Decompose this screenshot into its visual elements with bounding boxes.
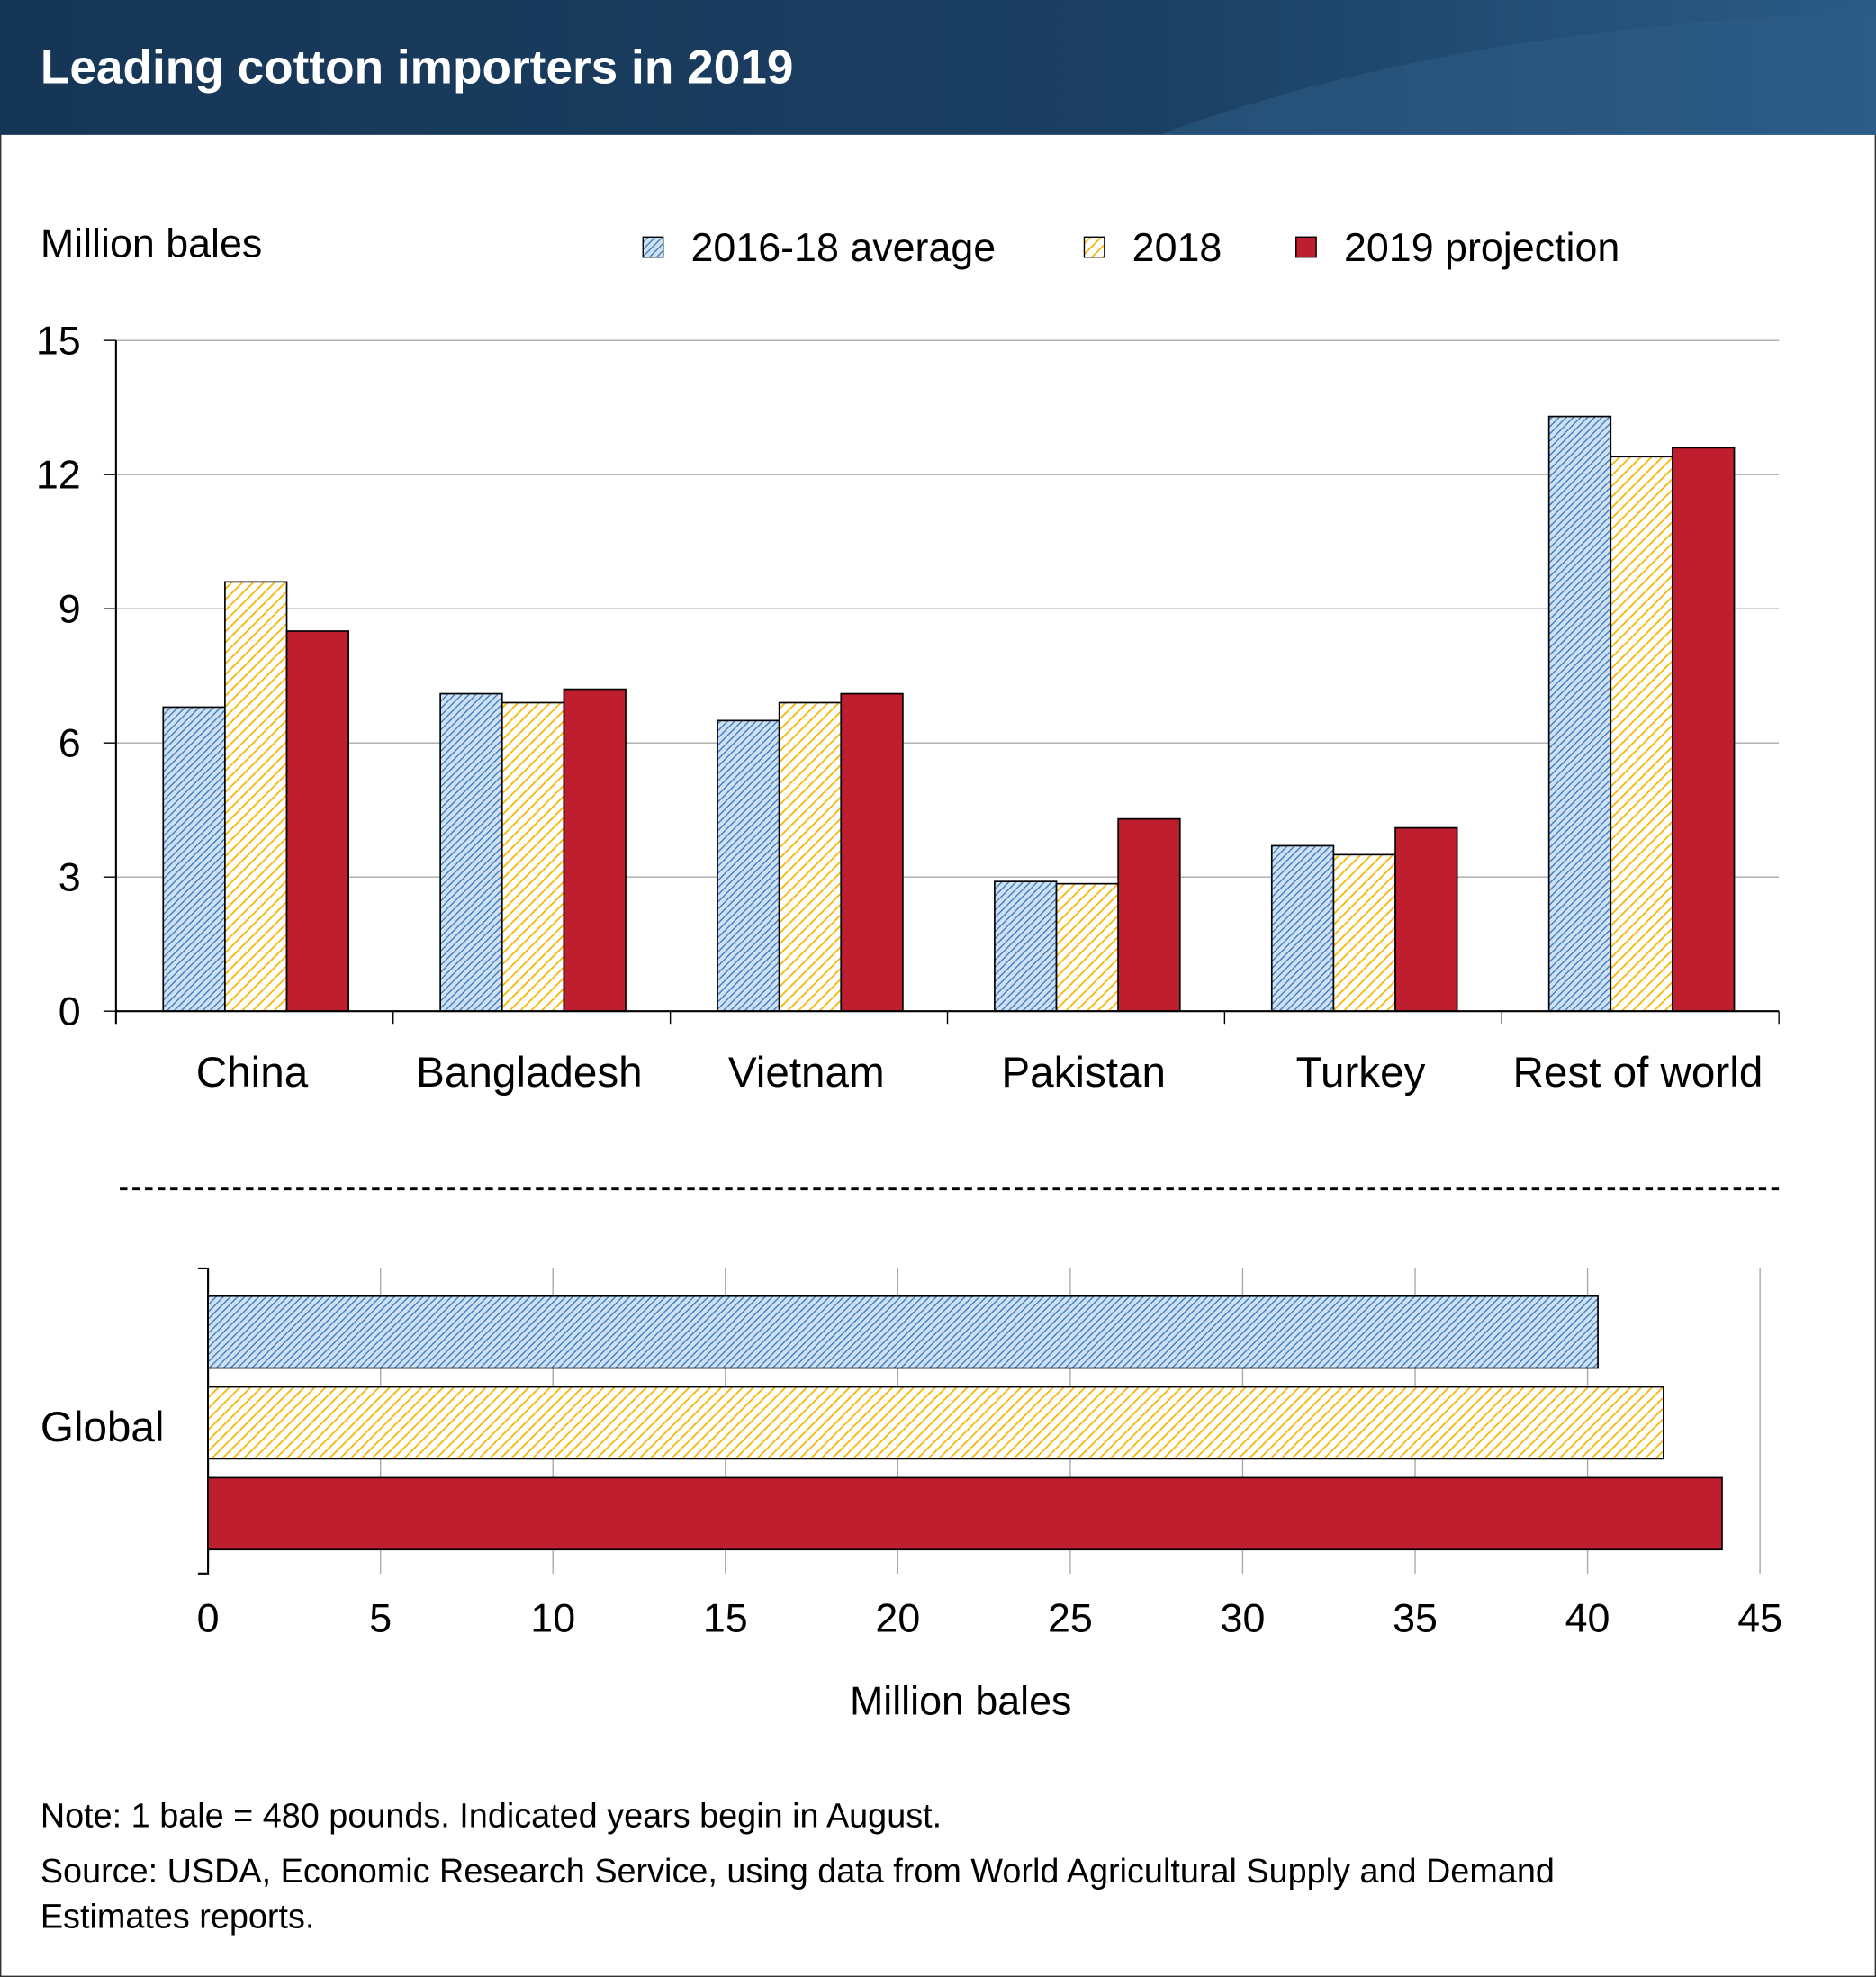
horizontal-bar-chart: 0 5 10 15 20 25 30 35 40 45 Global xyxy=(41,1267,1782,1640)
y-tick-label: 0 xyxy=(59,989,81,1034)
footer-source: Source: USDA, Economic Research Service,… xyxy=(41,1853,1555,1891)
x-tick-label: 15 xyxy=(703,1595,748,1640)
x-tick-label: Rest of world xyxy=(1512,1049,1763,1097)
legend-swatch-1 xyxy=(1083,236,1105,258)
bar-global xyxy=(207,1476,1723,1551)
legend-label: 2019 projection xyxy=(1344,225,1619,270)
x-tick-label: 0 xyxy=(197,1595,220,1640)
bar-pakistan xyxy=(1055,882,1119,1013)
y-tick-label: 3 xyxy=(59,855,81,900)
y-tick-label: 6 xyxy=(59,721,81,766)
y-tick-label: 15 xyxy=(36,319,81,364)
x-tick-label: 45 xyxy=(1737,1595,1782,1640)
bar-turkey xyxy=(1332,853,1396,1013)
bar-vietnam xyxy=(840,692,904,1013)
legend-swatch-0 xyxy=(642,236,664,258)
bar-bangladesh xyxy=(563,688,627,1013)
x-tick-label: Turkey xyxy=(1296,1049,1426,1097)
x-tick-label: 30 xyxy=(1221,1595,1266,1640)
bar-turkey xyxy=(1270,844,1335,1013)
bar-china xyxy=(162,706,226,1013)
y-tick-label: Global xyxy=(41,1404,165,1451)
footer-source-cont: Estimates reports. xyxy=(41,1898,315,1936)
bar-china xyxy=(224,581,288,1013)
x-tick-label: China xyxy=(196,1049,309,1097)
x-tick-label: Pakistan xyxy=(1001,1049,1166,1097)
bar-turkey xyxy=(1394,826,1458,1013)
bar-china xyxy=(285,630,349,1013)
x-tick-label: 10 xyxy=(530,1595,575,1640)
y-tick-label: 9 xyxy=(59,587,81,632)
x-tick-label: 35 xyxy=(1393,1595,1438,1640)
y-axis-label: Million bales xyxy=(41,221,263,266)
chart-title: Leading cotton importers in 2019 xyxy=(41,41,794,94)
bar-rest-of-world xyxy=(1672,447,1736,1013)
x-tick-label: 5 xyxy=(369,1595,392,1640)
x-axis-label: Million bales xyxy=(850,1679,1071,1724)
legend-label: 2018 xyxy=(1132,225,1222,270)
bar-pakistan xyxy=(1117,817,1181,1013)
bar-vietnam xyxy=(717,719,780,1013)
bar-vietnam xyxy=(778,701,843,1013)
x-tick-label: Vietnam xyxy=(728,1049,885,1097)
bar-bangladesh xyxy=(501,701,565,1013)
x-tick-label: Bangladesh xyxy=(416,1049,642,1097)
x-tick-label: 40 xyxy=(1565,1595,1610,1640)
bar-pakistan xyxy=(994,880,1058,1013)
bar-rest-of-world xyxy=(1610,456,1673,1013)
bar-global xyxy=(207,1386,1664,1460)
bar-global xyxy=(207,1295,1599,1369)
y-tick-label: 12 xyxy=(36,453,81,498)
bar-bangladesh xyxy=(439,692,503,1013)
legend-label: 2016-18 average xyxy=(691,225,997,270)
vertical-bar-chart: 0 3 6 9 12 15 China Bangladesh Vietnam Pakistan Tu… xyxy=(36,319,1780,1097)
footer-note: Note: 1 bale = 480 pounds. Indicated yea… xyxy=(41,1797,942,1835)
legend-swatch-2 xyxy=(1295,236,1317,258)
bar-rest-of-world xyxy=(1547,415,1612,1013)
x-tick-label: 20 xyxy=(875,1595,920,1640)
x-tick-label: 25 xyxy=(1048,1595,1093,1640)
legend: 2016-18 average 2018 2019 projection xyxy=(642,225,1619,270)
